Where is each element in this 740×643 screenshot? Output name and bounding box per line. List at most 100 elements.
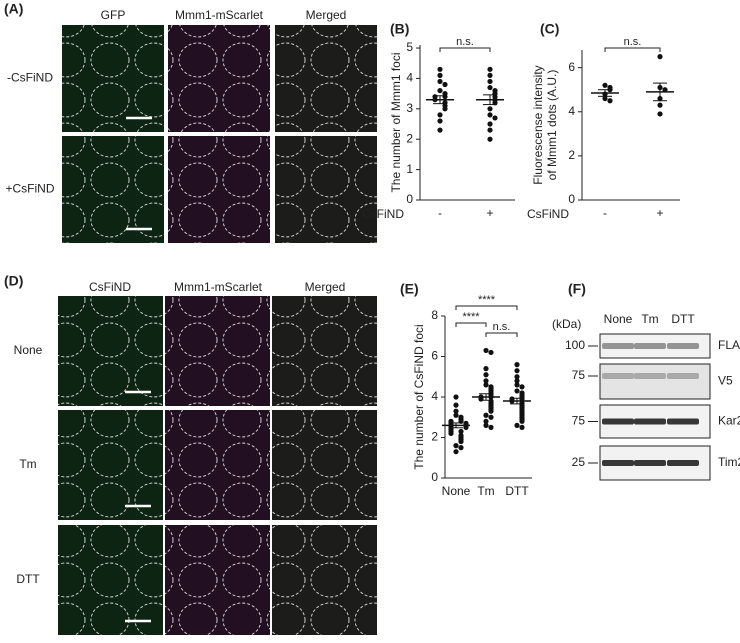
data-point: [453, 408, 459, 414]
band: [634, 343, 666, 349]
cell-outlines: [165, 525, 270, 635]
y-tick-label: 5: [406, 40, 413, 54]
y-axis-label: The number of CsFiND foci: [412, 324, 426, 469]
x-tick-label: DTT: [505, 484, 529, 498]
x-axis-label: CsFiND: [527, 207, 569, 221]
x-tick-label: +: [656, 206, 663, 220]
y-tick-label: 8: [431, 308, 438, 322]
cell-outlines: [62, 25, 164, 132]
data-point: [488, 349, 494, 356]
x-tick-label: Tm: [477, 484, 494, 498]
panel-label: (A): [4, 1, 23, 17]
column-label: CsFiND: [89, 280, 131, 294]
data-point: [514, 368, 520, 374]
column-label: GFP: [101, 8, 126, 22]
x-tick-label: -: [603, 206, 607, 220]
y-tick-label: 2: [431, 430, 438, 444]
y-axis-label: The number of Mmm1 foci: [389, 52, 403, 192]
band: [602, 460, 634, 466]
cell-outlines: [165, 296, 270, 406]
panel-label: (F): [568, 281, 586, 297]
cell-outlines: [272, 525, 377, 635]
data-point: [519, 384, 525, 390]
lane-label: DTT: [671, 312, 695, 326]
x-tick-label: +: [486, 206, 493, 220]
y-tick-label: 4: [406, 71, 413, 85]
significance-bracket: [439, 47, 491, 52]
cell-outlines: [58, 410, 163, 520]
data-point: [483, 372, 489, 378]
y-tick-label: 2: [406, 131, 413, 145]
data-point: [437, 72, 443, 78]
data-point: [487, 84, 493, 91]
band: [667, 343, 699, 349]
data-point: [437, 66, 443, 72]
data-point: [514, 388, 520, 394]
mw-marker: 75: [572, 368, 586, 382]
significance-bracket: [604, 47, 661, 52]
lane-label: None: [604, 312, 633, 326]
row-label: -CsFiND: [7, 71, 53, 85]
data-point: [483, 382, 489, 388]
lane-label: Tm: [641, 312, 658, 326]
data-point: [487, 78, 493, 85]
blot: [599, 363, 711, 400]
y-tick-label: 1: [406, 162, 413, 176]
blot-label: FLAG: [718, 338, 740, 352]
cell-outlines: [62, 136, 164, 243]
data-point: [602, 82, 608, 88]
data-point: [492, 115, 498, 121]
data-point: [487, 136, 493, 142]
y-tick-label: 0: [406, 192, 413, 206]
y-axis-label: Fluorescense intensity: [531, 65, 545, 184]
data-point: [488, 414, 494, 420]
data-point: [602, 95, 608, 102]
data-point: [487, 72, 493, 78]
band: [634, 460, 666, 466]
data-point: [437, 87, 443, 94]
cell-outlines: [275, 25, 377, 132]
data-point: [483, 347, 489, 354]
data-point: [483, 378, 489, 384]
data-point: [483, 412, 489, 418]
data-point: [607, 98, 613, 104]
data-point: [483, 418, 489, 424]
data-point: [487, 112, 493, 118]
y-tick-label: 6: [568, 60, 575, 74]
panel-label: (E): [400, 281, 419, 297]
data-point: [514, 378, 520, 384]
data-point: [514, 382, 520, 388]
band: [602, 418, 634, 425]
blot-label: Tim23: [718, 455, 740, 469]
data-point: [458, 445, 464, 451]
significance-label: n.s.: [456, 36, 474, 48]
cell-outlines: [165, 410, 270, 520]
y-tick-label: 0: [431, 470, 438, 484]
x-tick-label: -: [438, 206, 442, 220]
cell-outlines: [168, 25, 270, 132]
y-tick-label: 3: [406, 101, 413, 115]
data-point: [662, 87, 668, 93]
cell-outlines: [58, 525, 163, 635]
row-label: None: [14, 343, 43, 357]
data-point: [453, 412, 459, 418]
band: [667, 460, 699, 466]
data-point: [657, 102, 663, 108]
y-axis-label: of Mmm1 dots (A.U.): [545, 70, 559, 181]
significance-label: n.s.: [493, 321, 511, 333]
significance-bracket: [455, 305, 518, 310]
panel-label: (D): [4, 273, 23, 289]
row-label: Tm: [19, 457, 36, 471]
band: [602, 343, 634, 349]
significance-label: n.s.: [624, 36, 642, 48]
band: [634, 373, 666, 379]
data-point: [442, 106, 448, 112]
y-tick-label: 2: [568, 148, 575, 162]
data-point: [442, 94, 448, 100]
data-point: [453, 449, 459, 455]
data-point: [437, 118, 443, 124]
data-point: [483, 366, 489, 372]
column-label: Merged: [305, 280, 346, 294]
